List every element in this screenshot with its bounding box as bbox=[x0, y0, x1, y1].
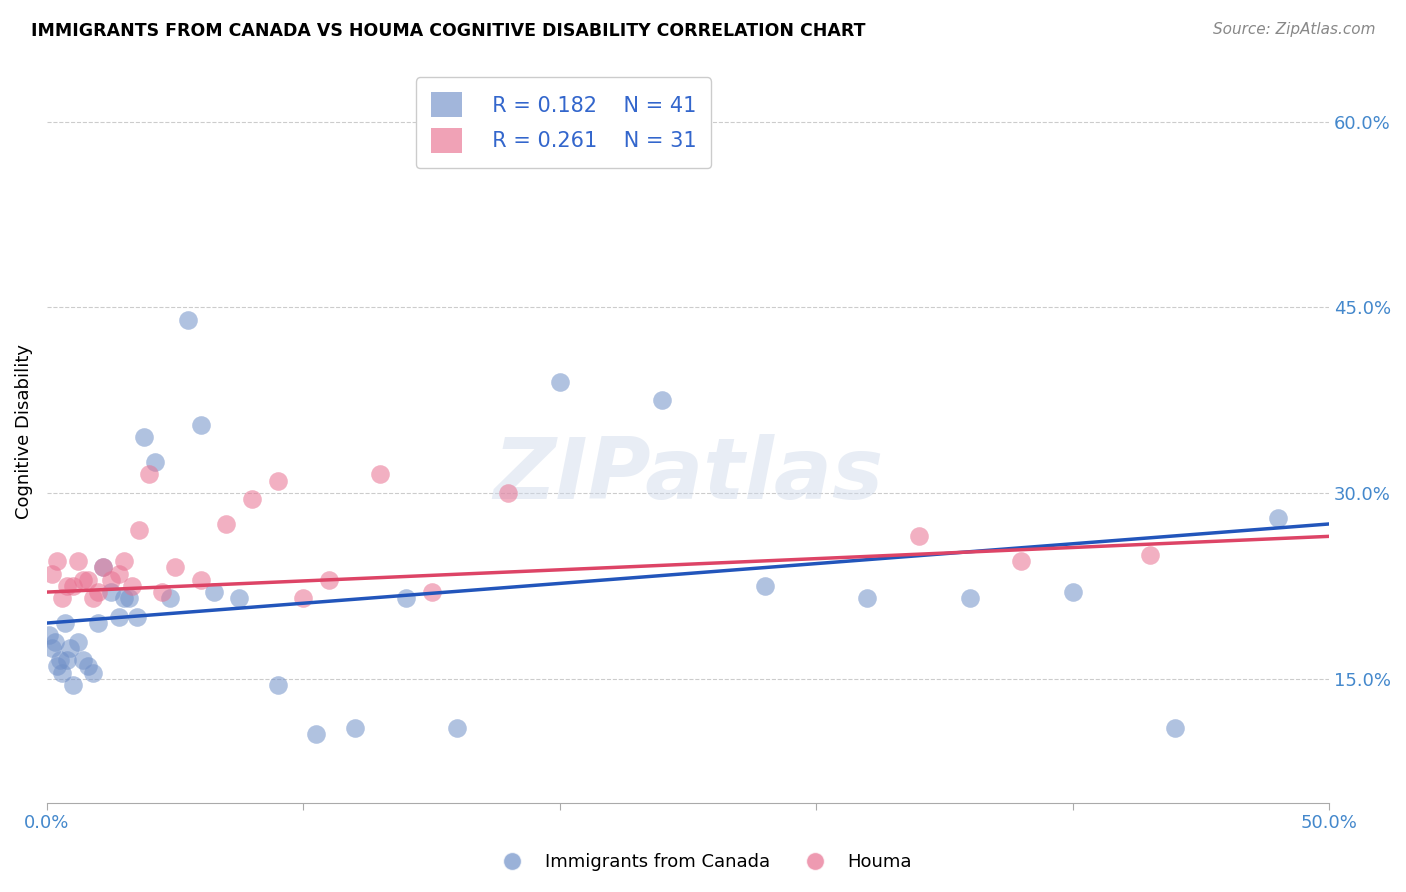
Point bbox=[343, 721, 366, 735]
Point bbox=[368, 467, 391, 482]
Point bbox=[318, 573, 340, 587]
Point bbox=[62, 678, 84, 692]
Point bbox=[91, 560, 114, 574]
Point bbox=[651, 393, 673, 408]
Point bbox=[121, 579, 143, 593]
Point bbox=[46, 554, 69, 568]
Point bbox=[59, 640, 82, 655]
Point bbox=[548, 375, 571, 389]
Point bbox=[190, 417, 212, 432]
Point bbox=[87, 585, 110, 599]
Point bbox=[112, 591, 135, 606]
Text: IMMIGRANTS FROM CANADA VS HOUMA COGNITIVE DISABILITY CORRELATION CHART: IMMIGRANTS FROM CANADA VS HOUMA COGNITIV… bbox=[31, 22, 866, 40]
Point bbox=[112, 554, 135, 568]
Point bbox=[305, 727, 328, 741]
Point bbox=[150, 585, 173, 599]
Point bbox=[48, 653, 70, 667]
Point bbox=[125, 610, 148, 624]
Point bbox=[959, 591, 981, 606]
Point bbox=[66, 554, 89, 568]
Point bbox=[82, 665, 104, 680]
Point bbox=[72, 573, 94, 587]
Point bbox=[51, 665, 73, 680]
Point bbox=[100, 573, 122, 587]
Text: ZIPatlas: ZIPatlas bbox=[494, 434, 883, 517]
Point bbox=[41, 640, 63, 655]
Point bbox=[1062, 585, 1084, 599]
Point bbox=[51, 591, 73, 606]
Y-axis label: Cognitive Disability: Cognitive Disability bbox=[15, 343, 32, 518]
Point bbox=[498, 486, 520, 500]
Point bbox=[190, 573, 212, 587]
Point bbox=[420, 585, 443, 599]
Point bbox=[1267, 510, 1289, 524]
Point bbox=[107, 566, 129, 581]
Point bbox=[856, 591, 879, 606]
Point bbox=[266, 474, 288, 488]
Point bbox=[77, 659, 100, 673]
Point bbox=[118, 591, 141, 606]
Point bbox=[165, 560, 187, 574]
Point bbox=[266, 678, 288, 692]
Point bbox=[77, 573, 100, 587]
Point bbox=[202, 585, 225, 599]
Point bbox=[292, 591, 315, 606]
Point bbox=[215, 516, 238, 531]
Point bbox=[143, 455, 166, 469]
Point bbox=[395, 591, 418, 606]
Point bbox=[46, 659, 69, 673]
Point bbox=[62, 579, 84, 593]
Point bbox=[134, 430, 156, 444]
Point bbox=[177, 312, 200, 326]
Point bbox=[1010, 554, 1032, 568]
Point bbox=[38, 628, 60, 642]
Point bbox=[754, 579, 776, 593]
Legend:   R = 0.182    N = 41,   R = 0.261    N = 31: R = 0.182 N = 41, R = 0.261 N = 31 bbox=[416, 78, 711, 168]
Point bbox=[72, 653, 94, 667]
Point bbox=[240, 492, 263, 507]
Point bbox=[159, 591, 181, 606]
Point bbox=[1139, 548, 1161, 562]
Point bbox=[66, 634, 89, 648]
Point bbox=[91, 560, 114, 574]
Text: Source: ZipAtlas.com: Source: ZipAtlas.com bbox=[1212, 22, 1375, 37]
Point bbox=[138, 467, 160, 482]
Point bbox=[446, 721, 468, 735]
Point bbox=[128, 523, 150, 537]
Point bbox=[53, 615, 76, 630]
Legend: Immigrants from Canada, Houma: Immigrants from Canada, Houma bbox=[486, 847, 920, 879]
Point bbox=[82, 591, 104, 606]
Point bbox=[107, 610, 129, 624]
Point bbox=[87, 615, 110, 630]
Point bbox=[100, 585, 122, 599]
Point bbox=[1164, 721, 1187, 735]
Point bbox=[228, 591, 250, 606]
Point bbox=[907, 529, 929, 543]
Point bbox=[41, 566, 63, 581]
Point bbox=[44, 634, 66, 648]
Point bbox=[56, 579, 79, 593]
Point bbox=[56, 653, 79, 667]
